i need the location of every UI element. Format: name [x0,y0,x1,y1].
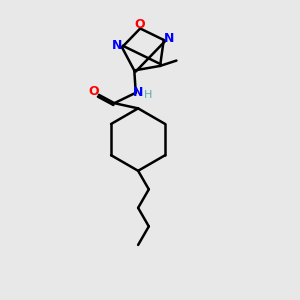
Text: H: H [143,90,152,100]
Text: N: N [164,32,174,45]
Text: O: O [135,18,146,31]
Text: N: N [133,86,143,99]
Text: N: N [111,39,122,52]
Text: O: O [89,85,100,98]
